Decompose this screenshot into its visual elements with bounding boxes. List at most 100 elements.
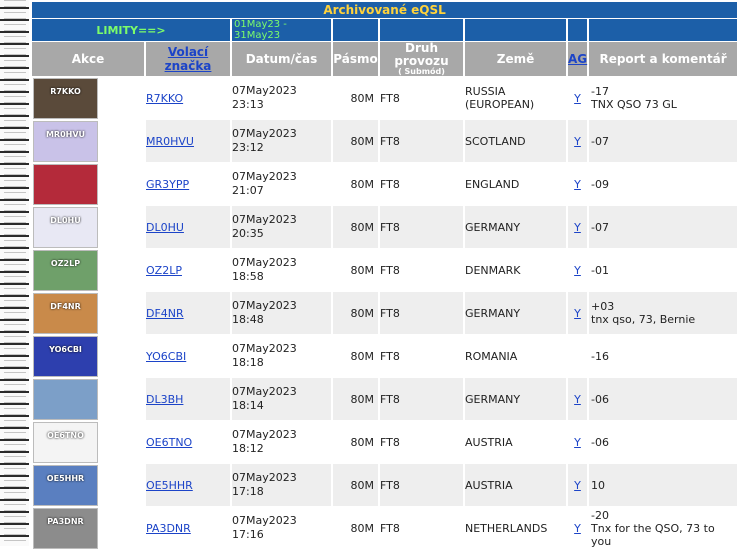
callsign-link[interactable]: GR3YPP bbox=[146, 177, 190, 191]
qsl-card-thumbnail[interactable]: YO6CBI bbox=[33, 335, 98, 377]
call-cell[interactable]: MR0HVU bbox=[146, 120, 230, 162]
call-cell[interactable]: DF4NR bbox=[146, 292, 230, 334]
mode-cell: FT8 bbox=[380, 120, 463, 162]
ag-link[interactable]: Y bbox=[574, 134, 581, 148]
qso-date: 07May2023 bbox=[232, 213, 297, 226]
qso-time: 18:48 bbox=[232, 313, 264, 326]
report-cell: -07 bbox=[589, 120, 737, 162]
ag-cell[interactable]: Y bbox=[568, 77, 587, 119]
mode-cell: FT8 bbox=[380, 292, 463, 334]
ag-cell[interactable]: Y bbox=[568, 507, 587, 549]
ag-link[interactable]: Y bbox=[574, 177, 581, 191]
qsl-card-thumbnail[interactable]: DF4NR bbox=[33, 292, 98, 334]
card-cell[interactable] bbox=[32, 163, 144, 205]
qso-date: 07May2023 bbox=[232, 299, 297, 312]
callsign-link[interactable]: DL3BH bbox=[146, 392, 184, 406]
call-cell[interactable]: OZ2LP bbox=[146, 249, 230, 291]
ag-cell[interactable]: Y bbox=[568, 206, 587, 248]
ag-cell[interactable]: Y bbox=[568, 249, 587, 291]
qso-date: 07May2023 bbox=[232, 127, 297, 140]
card-cell[interactable]: MR0HVU bbox=[32, 120, 144, 162]
band-cell: 80M bbox=[333, 77, 378, 119]
ag-cell[interactable]: Y bbox=[568, 163, 587, 205]
call-cell[interactable]: DL3BH bbox=[146, 378, 230, 420]
card-cell[interactable]: OE6TNO bbox=[32, 421, 144, 463]
ag-link[interactable]: Y bbox=[574, 91, 581, 105]
report-value: -16 bbox=[591, 349, 609, 363]
card-cell[interactable] bbox=[32, 378, 144, 420]
qsl-card-thumbnail[interactable] bbox=[33, 163, 98, 205]
callsign-link[interactable]: MR0HVU bbox=[146, 134, 194, 148]
country-cell: AUSTRIA bbox=[465, 421, 566, 463]
col-ag[interactable]: AG bbox=[568, 42, 587, 76]
call-cell[interactable]: DL0HU bbox=[146, 206, 230, 248]
ag-link[interactable]: Y bbox=[574, 306, 581, 320]
ag-cell[interactable]: Y bbox=[568, 292, 587, 334]
callsign-link[interactable]: OE5HHR bbox=[146, 478, 193, 492]
ag-link[interactable]: Y bbox=[574, 263, 581, 277]
card-cell[interactable]: PA3DNR bbox=[32, 507, 144, 549]
qsl-card-thumbnail[interactable]: PA3DNR bbox=[33, 507, 98, 549]
card-cell[interactable]: DL0HU bbox=[32, 206, 144, 248]
sort-by-call-link[interactable]: Volací značka bbox=[164, 45, 212, 73]
qso-date: 07May2023 bbox=[232, 428, 297, 441]
call-cell[interactable]: YO6CBI bbox=[146, 335, 230, 377]
qsl-card-thumbnail[interactable]: OE6TNO bbox=[33, 421, 98, 463]
band-cell: 80M bbox=[333, 378, 378, 420]
report-cell: 10 bbox=[589, 464, 737, 506]
callsign-link[interactable]: DL0HU bbox=[146, 220, 184, 234]
card-cell[interactable]: DF4NR bbox=[32, 292, 144, 334]
qsl-card-thumbnail[interactable]: DL0HU bbox=[33, 206, 98, 248]
mode-cell: FT8 bbox=[380, 77, 463, 119]
ag-link[interactable]: Y bbox=[574, 392, 581, 406]
callsign-link[interactable]: PA3DNR bbox=[146, 521, 191, 535]
band-cell: 80M bbox=[333, 292, 378, 334]
band-cell: 80M bbox=[333, 163, 378, 205]
call-cell[interactable]: GR3YPP bbox=[146, 163, 230, 205]
qsl-card-thumbnail[interactable]: OE5HHR bbox=[33, 464, 98, 506]
ag-cell[interactable] bbox=[568, 335, 587, 377]
call-cell[interactable]: R7KKO bbox=[146, 77, 230, 119]
callsign-link[interactable]: R7KKO bbox=[146, 91, 184, 105]
card-cell[interactable]: OZ2LP bbox=[32, 249, 144, 291]
ag-cell[interactable]: Y bbox=[568, 378, 587, 420]
datetime-cell: 07May2023 18:12 bbox=[232, 421, 331, 463]
ag-cell[interactable]: Y bbox=[568, 464, 587, 506]
datetime-cell: 07May2023 18:48 bbox=[232, 292, 331, 334]
qso-time: 20:35 bbox=[232, 227, 264, 240]
col-mode-label: Druh provozu bbox=[394, 41, 449, 68]
call-cell[interactable]: OE6TNO bbox=[146, 421, 230, 463]
call-cell[interactable]: OE5HHR bbox=[146, 464, 230, 506]
ag-cell[interactable]: Y bbox=[568, 421, 587, 463]
ag-link[interactable]: Y bbox=[574, 435, 581, 449]
col-call[interactable]: Volací značka bbox=[146, 42, 230, 76]
limit-cell bbox=[380, 19, 463, 41]
card-cell[interactable]: YO6CBI bbox=[32, 335, 144, 377]
qsl-card-thumbnail[interactable] bbox=[33, 378, 98, 420]
qsl-card-thumbnail[interactable]: OZ2LP bbox=[33, 249, 98, 291]
ag-link[interactable]: Y bbox=[574, 478, 581, 492]
ag-cell[interactable]: Y bbox=[568, 120, 587, 162]
limit-label: LIMITY==> bbox=[32, 19, 230, 41]
country-cell: ROMANIA bbox=[465, 335, 566, 377]
callsign-link[interactable]: OE6TNO bbox=[146, 435, 193, 449]
table-row: DL3BH 07May2023 18:14 80M FT8 GERMANY Y -… bbox=[32, 378, 737, 420]
callsign-link[interactable]: DF4NR bbox=[146, 306, 184, 320]
report-comment: TNX QSO 73 GL bbox=[591, 98, 677, 111]
table-row: YO6CBI YO6CBI 07May2023 18:18 80M FT8 ROM… bbox=[32, 335, 737, 377]
card-cell[interactable]: R7KKO bbox=[32, 77, 144, 119]
callsign-link[interactable]: YO6CBI bbox=[146, 349, 187, 363]
qsl-card-thumbnail[interactable]: R7KKO bbox=[33, 77, 98, 119]
report-cell: -09 bbox=[589, 163, 737, 205]
mode-cell: FT8 bbox=[380, 249, 463, 291]
sort-by-ag-link[interactable]: AG bbox=[568, 52, 588, 66]
ag-link[interactable]: Y bbox=[574, 220, 581, 234]
ag-link[interactable]: Y bbox=[574, 521, 581, 535]
card-cell[interactable]: OE5HHR bbox=[32, 464, 144, 506]
qsl-card-thumbnail[interactable]: MR0HVU bbox=[33, 120, 98, 162]
qso-time: 21:07 bbox=[232, 184, 264, 197]
call-cell[interactable]: PA3DNR bbox=[146, 507, 230, 549]
qsl-card-label: OE6TNO bbox=[47, 430, 84, 440]
callsign-link[interactable]: OZ2LP bbox=[146, 263, 182, 277]
mode-cell: FT8 bbox=[380, 335, 463, 377]
